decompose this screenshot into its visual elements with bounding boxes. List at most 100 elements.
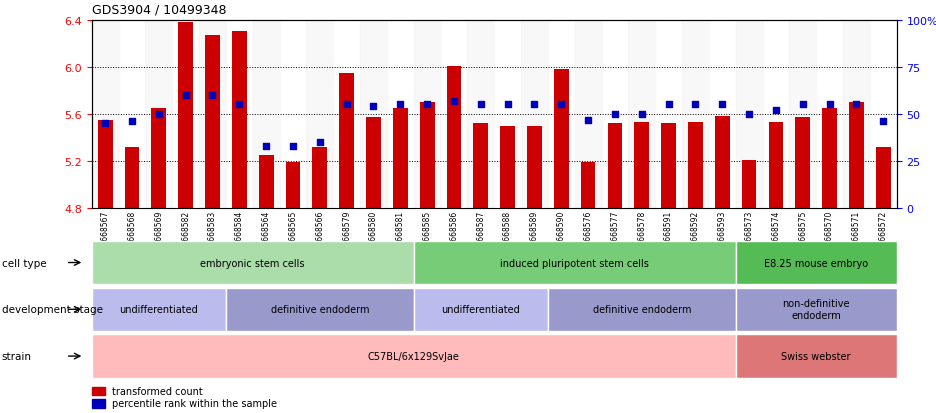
Bar (494, 21, 521, 209)
Bar (736, 21, 763, 209)
Text: transformed count: transformed count (112, 386, 203, 396)
Bar (199, 21, 226, 209)
Text: definitive endoderm: definitive endoderm (592, 304, 691, 315)
Bar (313, 147, 328, 209)
Bar (870, 21, 897, 209)
Bar (92, 21, 119, 209)
Point (661, 102, 676, 109)
Bar (607, 124, 622, 209)
Bar (414, 21, 441, 209)
Bar (258, 156, 273, 209)
Bar (655, 21, 682, 209)
Bar (441, 21, 467, 209)
Text: definitive endoderm: definitive endoderm (271, 304, 369, 315)
Bar (822, 109, 837, 209)
Text: GDS3904 / 10499348: GDS3904 / 10499348 (92, 4, 227, 17)
Point (849, 102, 864, 109)
Bar (843, 21, 870, 209)
Bar (876, 147, 891, 209)
Point (580, 117, 595, 123)
Point (285, 143, 300, 150)
Point (313, 140, 328, 146)
Bar (635, 123, 650, 209)
Bar (226, 21, 253, 209)
Point (393, 102, 408, 109)
Bar (145, 21, 172, 209)
Point (366, 104, 381, 110)
Text: Swiss webster: Swiss webster (782, 351, 851, 361)
Bar (763, 21, 789, 209)
Bar (92, 387, 105, 395)
Point (178, 93, 193, 99)
Bar (741, 160, 756, 209)
Bar (97, 121, 112, 209)
Point (768, 107, 783, 114)
Bar (119, 21, 145, 209)
Bar (360, 21, 387, 209)
Bar (467, 21, 494, 209)
Bar (387, 21, 414, 209)
Point (822, 102, 837, 109)
Point (419, 102, 434, 109)
Bar (366, 118, 381, 209)
Text: percentile rank within the sample: percentile rank within the sample (112, 399, 277, 408)
Point (876, 119, 891, 126)
Bar (575, 21, 602, 209)
Bar (205, 36, 220, 209)
Bar (602, 21, 628, 209)
Text: non-definitive
endoderm: non-definitive endoderm (782, 299, 850, 320)
Point (258, 143, 273, 150)
Bar (796, 118, 811, 209)
Bar (527, 126, 542, 209)
Point (152, 112, 167, 118)
Point (446, 98, 461, 105)
Point (635, 112, 650, 118)
Bar (232, 32, 247, 209)
Point (474, 102, 489, 109)
Bar (661, 124, 676, 209)
Bar (521, 21, 548, 209)
Text: embryonic stem cells: embryonic stem cells (200, 258, 305, 268)
Bar (628, 21, 655, 209)
Bar (474, 124, 489, 209)
Bar (688, 123, 703, 209)
Bar (500, 126, 515, 209)
Bar (709, 21, 736, 209)
Point (339, 102, 354, 109)
Bar (548, 21, 575, 209)
Text: C57BL/6x129SvJae: C57BL/6x129SvJae (368, 351, 460, 361)
Point (688, 102, 703, 109)
Point (500, 102, 515, 109)
Point (796, 102, 811, 109)
Bar (580, 163, 595, 209)
Bar (768, 123, 783, 209)
Text: undifferentiated: undifferentiated (120, 304, 198, 315)
Point (715, 102, 730, 109)
Bar (253, 21, 280, 209)
Bar (849, 103, 864, 209)
Point (205, 93, 220, 99)
Bar (554, 70, 569, 209)
Text: cell type: cell type (2, 258, 47, 268)
Text: development stage: development stage (2, 304, 103, 315)
Point (741, 112, 756, 118)
Bar (715, 117, 730, 209)
Bar (446, 66, 461, 209)
Point (97, 121, 112, 127)
Bar (333, 21, 360, 209)
Bar (285, 163, 300, 209)
Bar (152, 109, 167, 209)
Bar (172, 21, 199, 209)
Bar (789, 21, 816, 209)
Point (232, 102, 247, 109)
Bar (393, 109, 408, 209)
Bar (280, 21, 306, 209)
Point (124, 119, 139, 126)
Bar (419, 103, 434, 209)
Bar (92, 399, 105, 408)
Bar (306, 21, 333, 209)
Bar (178, 23, 193, 209)
Text: undifferentiated: undifferentiated (442, 304, 520, 315)
Text: induced pluripotent stem cells: induced pluripotent stem cells (500, 258, 650, 268)
Bar (816, 21, 843, 209)
